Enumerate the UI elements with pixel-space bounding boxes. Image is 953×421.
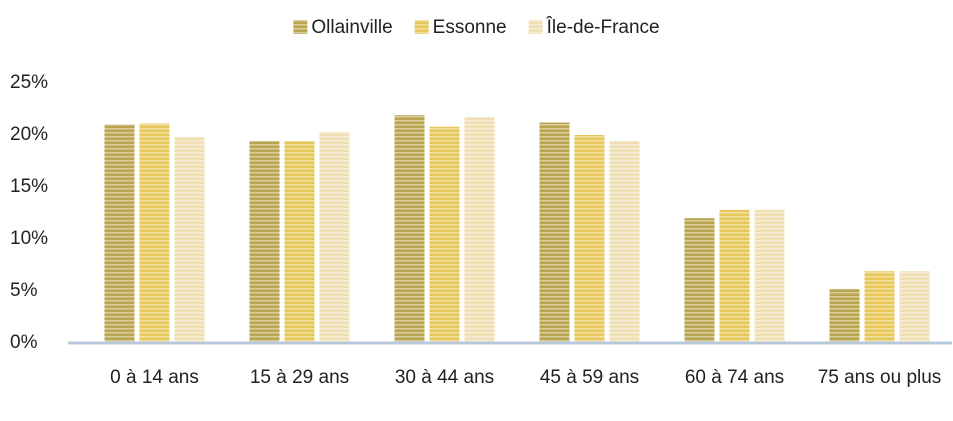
bar (754, 209, 785, 343)
x-tick-label: 15 à 29 ans (249, 367, 350, 388)
x-tick-label: 75 ans ou plus (817, 367, 942, 388)
bar (174, 137, 205, 343)
bar (249, 141, 280, 343)
bar (429, 126, 460, 344)
bar (574, 135, 605, 343)
x-tick-label: 60 à 74 ans (684, 367, 785, 388)
legend: Ollainville Essonne Île-de-France (293, 16, 660, 38)
bar (899, 271, 930, 343)
y-tick-label: 15% (10, 176, 48, 197)
bar (464, 117, 495, 343)
legend-label: Île-de-France (546, 16, 660, 38)
y-tick-label: 10% (10, 228, 48, 249)
y-tick-label: 25% (10, 72, 48, 93)
bar (394, 115, 425, 344)
legend-swatch (528, 20, 543, 34)
x-tick-label: 45 à 59 ans (539, 367, 640, 388)
bar (684, 218, 715, 343)
y-tick-label: 20% (10, 124, 48, 145)
bar (609, 141, 640, 343)
bar (539, 122, 570, 344)
bar (284, 141, 315, 343)
y-tick-label: 0% (10, 332, 38, 353)
legend-label: Essonne (433, 17, 507, 38)
legend-swatch (293, 20, 308, 34)
bar (139, 123, 170, 343)
y-tick-label: 5% (10, 280, 38, 301)
legend-swatch (414, 20, 429, 34)
bar (719, 209, 750, 343)
x-tick-label: 30 à 44 ans (394, 367, 495, 388)
bar (104, 124, 135, 343)
bar (319, 131, 350, 343)
x-tick-label: 0 à 14 ans (110, 367, 199, 388)
bar (864, 271, 895, 343)
bar (829, 288, 860, 343)
legend-label: Ollainville (311, 17, 392, 38)
